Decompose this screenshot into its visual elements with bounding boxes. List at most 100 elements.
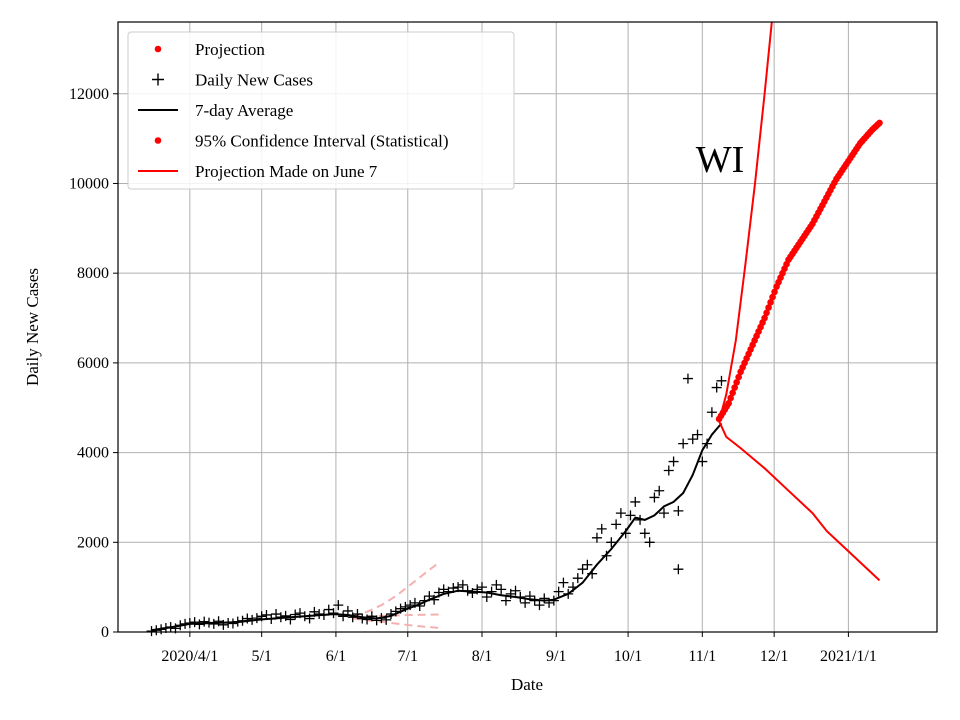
daily-case-marker <box>496 584 507 595</box>
daily-case-marker <box>189 617 200 628</box>
daily-case-marker <box>481 592 492 603</box>
daily-case-marker <box>630 496 641 507</box>
legend-box <box>127 31 515 190</box>
y-tick-label: 6000 <box>77 355 109 372</box>
projection-dot <box>731 384 738 391</box>
y-axis-label: Daily New Cases <box>23 268 42 386</box>
projection-dot <box>727 394 734 402</box>
y-tick-label: 10000 <box>69 175 109 192</box>
daily-case-marker <box>649 492 660 503</box>
daily-case-marker <box>601 550 612 561</box>
daily-case-marker <box>146 626 157 637</box>
daily-case-marker <box>582 559 593 570</box>
projection-dot <box>735 373 742 381</box>
daily-case-marker <box>218 619 229 630</box>
daily-case-marker <box>500 595 511 606</box>
daily-case-marker <box>577 564 588 575</box>
daily-case-marker <box>625 510 636 521</box>
daily-case-marker <box>654 485 665 496</box>
y-tick-label: 2000 <box>77 534 109 551</box>
daily-case-marker <box>285 614 296 625</box>
daily-case-marker <box>716 375 727 386</box>
legend-label: Daily New Cases <box>195 71 313 90</box>
y-tick-label: 12000 <box>69 86 109 103</box>
legend-marker-dot <box>154 45 162 53</box>
daily-case-marker <box>692 429 703 440</box>
projection-dot <box>763 309 770 317</box>
daily-case-marker <box>668 456 679 467</box>
x-tick-label: 9/1 <box>546 648 566 665</box>
x-tick-label: 2021/1/1 <box>820 648 877 665</box>
daily-case-marker <box>558 577 569 588</box>
daily-case-marker <box>663 465 674 476</box>
seven-day-average-line <box>151 422 723 632</box>
projection-dot <box>725 399 732 407</box>
daily-case-marker <box>438 584 449 595</box>
projection-dot <box>765 304 772 311</box>
daily-case-marker <box>591 532 602 543</box>
daily-case-marker <box>706 407 717 418</box>
x-tick-label: 12/1 <box>760 648 788 665</box>
projection-dot <box>761 314 768 322</box>
legend-marker-dot <box>154 137 162 144</box>
x-tick-label: 8/1 <box>472 648 492 665</box>
x-tick-label: 10/1 <box>614 648 642 665</box>
daily-case-marker <box>615 508 626 519</box>
legend: Projection Daily New Cases 7-day Average 95… <box>127 31 515 190</box>
legend-label: 7-day Average <box>195 101 293 120</box>
daily-case-marker <box>486 586 497 597</box>
projection-dot <box>767 299 774 306</box>
projection-dot <box>733 379 740 386</box>
daily-case-marker <box>644 537 655 548</box>
projection-dot <box>771 288 778 296</box>
axis-ticks: 2020/4/1 5/1 6/1 7/1 8/1 9/1 10/1 11/1 12/1 2021/… <box>69 86 877 665</box>
daily-case-marker <box>534 600 545 611</box>
daily-case-marker <box>673 505 684 516</box>
daily-case-marker <box>371 615 382 626</box>
daily-case-marker <box>366 611 377 622</box>
daily-case-marker <box>659 508 669 519</box>
daily-case-marker <box>678 438 689 449</box>
daily-case-marker <box>682 373 693 384</box>
daily-case-marker <box>596 523 607 534</box>
y-tick-label: 4000 <box>77 445 109 462</box>
daily-case-marker <box>606 537 617 548</box>
data-layer <box>146 22 883 637</box>
daily-case-marker <box>553 586 564 597</box>
daily-case-marker <box>357 613 368 624</box>
projection-dot <box>729 389 736 397</box>
daily-case-marker <box>510 585 521 596</box>
legend-label: Projection Made on June 7 <box>195 162 378 181</box>
x-axis-label: Date <box>511 675 543 694</box>
y-tick-label: 8000 <box>77 265 109 282</box>
daily-case-marker <box>572 573 583 584</box>
ci-lower-line <box>718 420 881 582</box>
daily-case-marker <box>673 564 684 575</box>
daily-case-marker <box>711 382 722 393</box>
x-tick-label: 2020/4/1 <box>161 648 218 665</box>
daily-case-marker <box>338 611 349 622</box>
daily-case-marker <box>227 618 238 629</box>
daily-case-marker <box>477 582 487 593</box>
x-tick-label: 6/1 <box>326 648 346 665</box>
daily-case-marker <box>251 613 262 624</box>
daily-case-marker <box>687 434 698 445</box>
daily-case-marker <box>491 579 502 590</box>
state-annotation: WI <box>696 139 745 181</box>
projection-dot <box>769 293 776 301</box>
y-tick-label: 0 <box>101 624 109 641</box>
daily-case-marker <box>457 579 468 590</box>
daily-case-marker <box>639 528 650 539</box>
legend-marker-plus <box>152 73 164 86</box>
legend-label: 95% Confidence Interval (Statistical) <box>195 132 449 151</box>
projection-dot <box>876 119 883 127</box>
daily-case-marker <box>199 616 210 627</box>
daily-case-marker <box>333 600 344 611</box>
x-tick-label: 7/1 <box>398 648 418 665</box>
plot-frame <box>117 21 938 633</box>
daily-case-marker <box>539 593 550 604</box>
legend-label: Projection <box>195 40 265 59</box>
x-tick-label: 5/1 <box>251 648 271 665</box>
x-tick-label: 11/1 <box>688 648 716 665</box>
